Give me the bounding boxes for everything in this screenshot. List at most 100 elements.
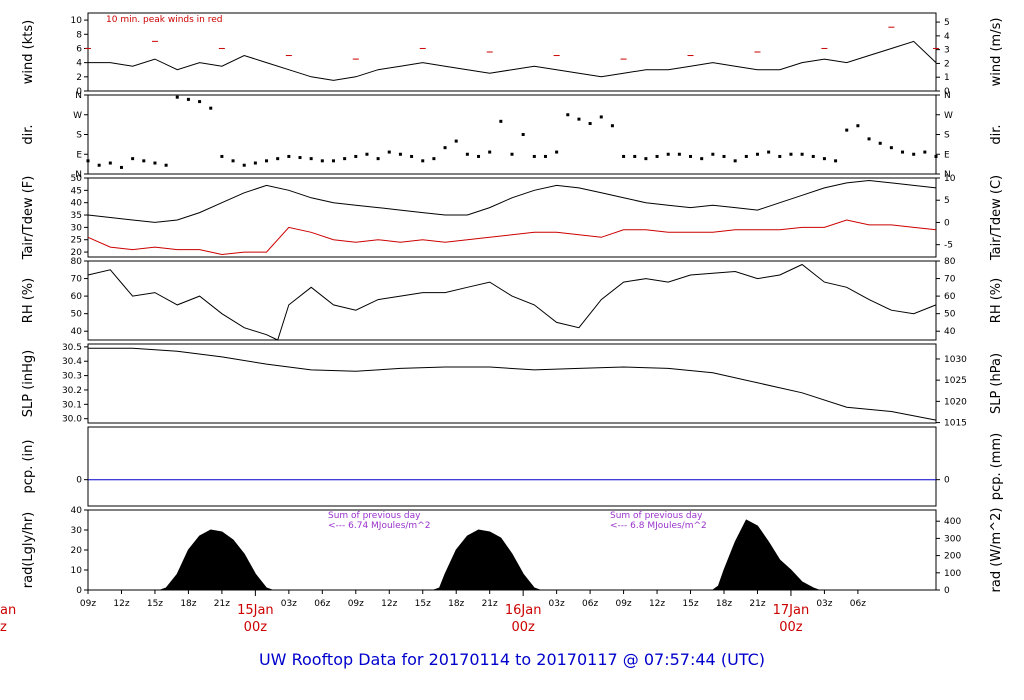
ytick-label-right: 0 xyxy=(944,87,950,97)
day-date-label: 17Jan xyxy=(773,603,810,618)
ytick-label: N xyxy=(75,170,82,180)
panel-frame-rh xyxy=(87,260,937,341)
xtick-label: 21z xyxy=(482,599,498,609)
series-line-temp-1 xyxy=(87,219,937,256)
ytick-label: 45 xyxy=(71,186,82,196)
radiation-area-1 xyxy=(433,529,541,591)
ytick-label-right: 0 xyxy=(944,218,950,228)
dir-point xyxy=(923,150,927,154)
ytick-label-right: 80 xyxy=(944,257,956,267)
ytick-label: 30.3 xyxy=(62,372,82,382)
series-line-wind-0 xyxy=(88,40,937,81)
radiation-annotation: Sum of previous day xyxy=(610,511,703,521)
dir-point xyxy=(744,154,748,158)
dir-point xyxy=(242,163,246,167)
dir-point xyxy=(521,133,525,136)
dir-point xyxy=(700,157,704,161)
dir-point xyxy=(622,154,626,158)
dir-point xyxy=(343,157,347,161)
dir-point xyxy=(677,152,681,156)
ytick-label: 30.0 xyxy=(62,415,82,425)
ytick-label-right: E xyxy=(944,150,950,160)
ytick-label: 40 xyxy=(71,199,83,209)
ytick-label-right: 1020 xyxy=(944,397,967,407)
dir-point xyxy=(666,152,670,156)
dir-point xyxy=(867,137,871,141)
dir-point xyxy=(410,154,414,158)
dir-point xyxy=(845,128,849,132)
ytick-label-right: 1025 xyxy=(944,376,967,386)
dir-point xyxy=(834,159,838,163)
axis-title-left: rad(Lgly/hr) xyxy=(21,512,36,588)
ytick-label: 0 xyxy=(76,87,82,97)
dir-point xyxy=(265,159,269,163)
panel-temp: 20 25 30 35 40 45 50 -5 0 5 10 Tair/Tdew (F) Tair/Td… xyxy=(21,174,1004,261)
ytick-label: 8 xyxy=(76,30,82,40)
axis-title-right: wind (m/s) xyxy=(989,18,1004,87)
panel-slp: 30.0 30.1 30.2 30.3 30.4 30.5 1015 1020 1025 1030… xyxy=(21,343,1004,429)
ytick-label: 40 xyxy=(71,506,83,516)
dir-point xyxy=(320,159,324,163)
xtick-label: 03z xyxy=(281,599,297,609)
ytick-label: S xyxy=(76,131,82,141)
dir-point xyxy=(209,106,213,110)
dir-point xyxy=(800,152,804,156)
panel-frame-slp xyxy=(87,343,937,424)
day-date-label: 15Jan xyxy=(237,603,274,618)
ytick-label-right: W xyxy=(944,111,953,121)
dir-point xyxy=(934,154,938,158)
ytick-label-right: 5 xyxy=(944,18,950,28)
ytick-label: 40 xyxy=(71,327,83,337)
ytick-label-right: 0 xyxy=(944,586,950,596)
dir-point xyxy=(287,154,291,158)
ytick-label-right: 2 xyxy=(944,59,950,69)
axis-title-left: pcp. (in) xyxy=(21,440,36,494)
ytick-label-right: 400 xyxy=(944,517,961,527)
dir-point xyxy=(276,157,280,161)
ytick-label-right: S xyxy=(944,131,950,141)
ytick-label-right: -5 xyxy=(944,241,953,251)
ytick-label: 30 xyxy=(71,526,83,536)
ytick-label-right: 300 xyxy=(944,534,961,544)
ytick-label: 6 xyxy=(76,44,82,54)
dir-point xyxy=(421,159,425,163)
panel-pcp: 0 0 pcp. (in) pcp. (mm) xyxy=(21,426,1004,507)
dir-point xyxy=(398,152,402,156)
panel-frame-wind xyxy=(87,12,937,92)
radiation-annotation: <--- 6.74 MJoules/m^2 xyxy=(328,521,430,531)
panel-frame-pcp xyxy=(87,426,937,507)
time-axis: 09z 12z 15z 18z 21z 03z 06z 09z 12z 15z 18z 21z 03z 0… xyxy=(0,590,866,635)
ytick-label: E xyxy=(76,150,82,160)
dir-point xyxy=(499,119,503,123)
axis-title-left: Tair/Tdew (F) xyxy=(21,176,36,261)
ytick-label-right: 40 xyxy=(944,327,956,337)
axis-title-left: RH (%) xyxy=(21,278,36,323)
dir-point xyxy=(767,150,771,154)
ytick-label: 10 xyxy=(71,566,83,576)
ytick-label-right: 0 xyxy=(944,476,950,486)
radiation-annotation: <--- 6.8 MJoules/m^2 xyxy=(610,521,707,531)
ytick-label-right: N xyxy=(944,91,951,101)
dir-point xyxy=(220,154,224,158)
ytick-label-right: 200 xyxy=(944,552,961,562)
ytick-label: 10 xyxy=(71,16,83,26)
dir-point xyxy=(465,152,469,156)
dir-point xyxy=(131,157,135,161)
dir-point xyxy=(655,154,659,158)
dir-point xyxy=(566,113,570,117)
dir-point xyxy=(86,159,90,163)
xtick-label: 09z xyxy=(615,599,631,609)
ytick-label: 30.4 xyxy=(62,357,82,367)
dir-point xyxy=(119,165,123,169)
panel-frame-dir xyxy=(87,94,937,175)
dir-point xyxy=(644,157,648,161)
ytick-label-right: 3 xyxy=(944,46,950,56)
xtick-label: 12z xyxy=(649,599,665,609)
dir-point xyxy=(878,141,882,145)
dir-point xyxy=(175,95,179,99)
ytick-label-right: 50 xyxy=(944,310,956,320)
dir-point xyxy=(108,161,112,165)
ytick-label: 20 xyxy=(71,248,83,258)
radiation-annotation: Sum of previous day xyxy=(328,511,421,521)
ytick-label: 30.5 xyxy=(62,343,82,353)
